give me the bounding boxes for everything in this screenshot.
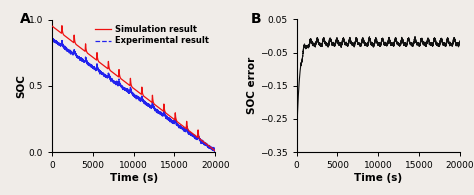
Y-axis label: SOC error: SOC error (247, 57, 257, 114)
Simulation result (119, 78, 125, 81)
Experimental result (212, 149, 218, 151)
Experimental result (127, 91, 132, 94)
Line: Experimental result: Experimental result (52, 38, 215, 151)
Simulation result (59, 25, 65, 27)
Y-axis label: SOC: SOC (16, 74, 26, 98)
Simulation result (199, 140, 205, 142)
Text: A: A (19, 12, 30, 26)
Simulation result (127, 84, 133, 87)
Experimental result (118, 85, 124, 87)
X-axis label: Time (s): Time (s) (354, 173, 402, 183)
Simulation result (212, 150, 218, 152)
Simulation result (168, 115, 173, 118)
Simulation result (49, 25, 55, 27)
Experimental result (199, 141, 205, 143)
Simulation result (118, 77, 124, 80)
Experimental result (119, 86, 125, 88)
Line: Simulation result: Simulation result (52, 26, 215, 151)
Legend: Simulation result, Experimental result: Simulation result, Experimental result (93, 24, 211, 47)
X-axis label: Time (s): Time (s) (109, 173, 158, 183)
Experimental result (168, 119, 173, 121)
Experimental result (211, 150, 217, 152)
Experimental result (49, 37, 55, 39)
Text: B: B (251, 12, 262, 26)
Experimental result (207, 147, 213, 149)
Simulation result (208, 146, 213, 148)
